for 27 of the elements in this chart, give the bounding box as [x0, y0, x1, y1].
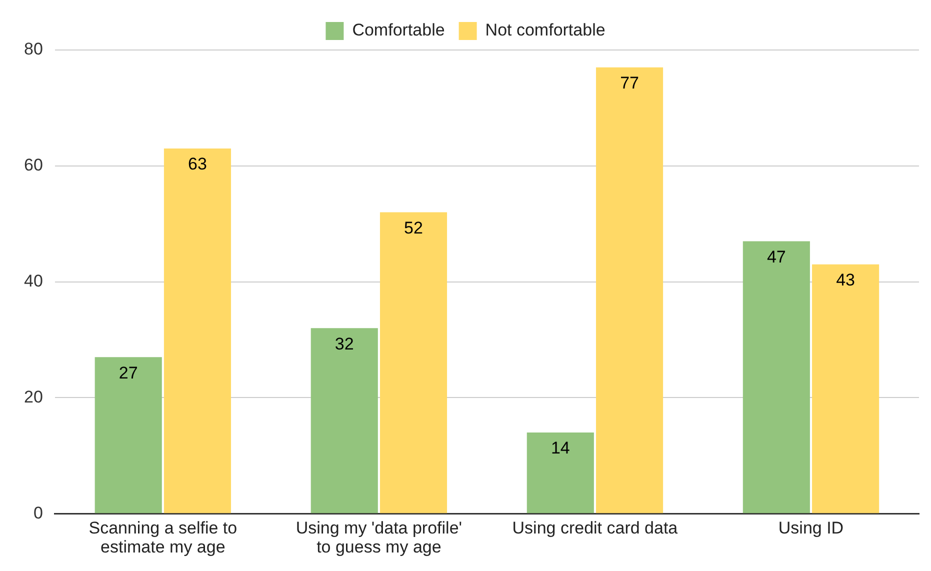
bar — [310, 328, 378, 514]
data-label: 47 — [766, 247, 786, 266]
data-label: 63 — [188, 154, 207, 174]
bar — [812, 264, 880, 514]
data-label: 14 — [550, 438, 570, 458]
x-tick-label: Using credit card data — [512, 518, 678, 538]
bar — [596, 67, 664, 514]
y-tick-label: 20 — [24, 387, 43, 406]
bar — [526, 432, 594, 514]
data-label: 32 — [334, 334, 354, 354]
y-tick-label: 60 — [24, 156, 43, 175]
x-tick-label: Using ID — [778, 518, 844, 538]
x-tick-label: Scanning a selfie to estimate my age — [88, 518, 238, 556]
data-label: 27 — [118, 363, 138, 382]
legend-label: Comfortable — [352, 20, 445, 40]
x-tick-label: Using my 'data profile' to guess my age — [296, 518, 462, 556]
bar — [380, 212, 448, 514]
y-tick-label: 80 — [24, 40, 43, 59]
y-tick-label: 0 — [33, 503, 43, 522]
data-label: 77 — [620, 74, 639, 93]
bar — [742, 241, 810, 514]
bar — [94, 357, 162, 514]
data-label: 52 — [404, 218, 423, 238]
legend-label: Not comfortable — [485, 20, 606, 40]
y-tick-label: 40 — [24, 271, 43, 290]
data-label: 43 — [836, 270, 856, 290]
bar — [164, 148, 232, 514]
